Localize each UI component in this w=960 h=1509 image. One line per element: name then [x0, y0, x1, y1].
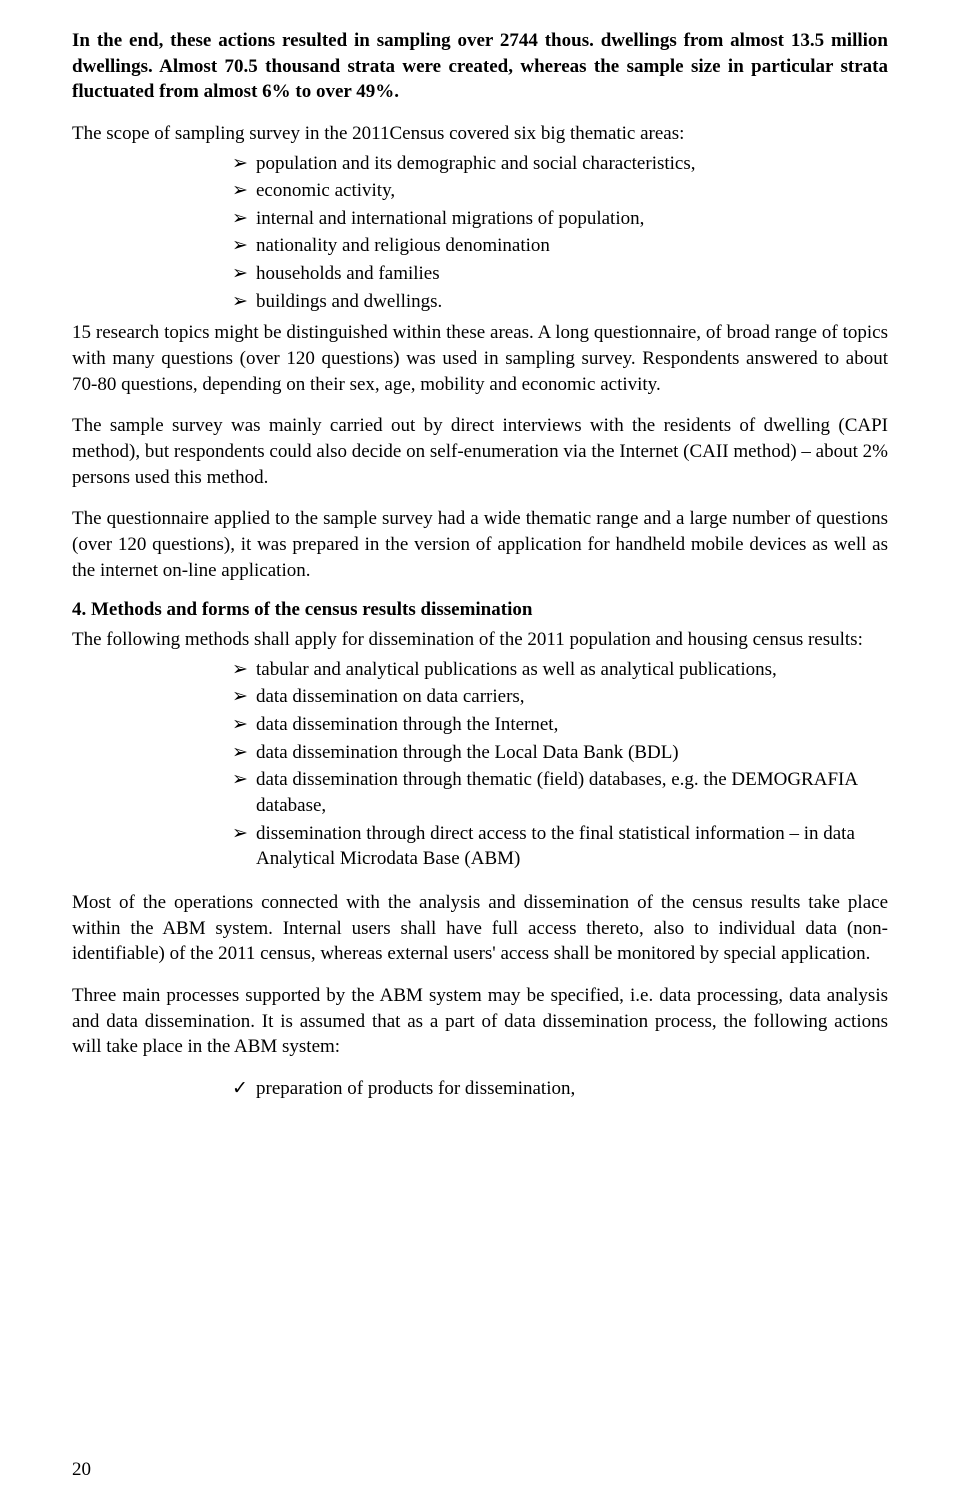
- paragraph-scope-lead: The scope of sampling survey in the 2011…: [72, 121, 888, 147]
- list-item: ➢population and its demographic and soci…: [232, 151, 888, 177]
- list-item-text: internal and international migrations of…: [256, 206, 888, 232]
- arrow-bullet-icon: ➢: [232, 712, 256, 738]
- paragraph-research-topics: 15 research topics might be distinguishe…: [72, 320, 888, 397]
- list-item-text: tabular and analytical publications as w…: [256, 657, 888, 683]
- paragraph-abm-operations: Most of the operations connected with th…: [72, 890, 888, 967]
- document-page: In the end, these actions resulted in sa…: [0, 0, 960, 1509]
- list-item-text: preparation of products for disseminatio…: [256, 1076, 888, 1102]
- arrow-bullet-icon: ➢: [232, 657, 256, 683]
- arrow-bullet-icon: ➢: [232, 684, 256, 710]
- list-item-text: data dissemination through thematic (fie…: [256, 767, 888, 818]
- arrow-bullet-icon: ➢: [232, 767, 256, 793]
- list-item-text: data dissemination through the Internet,: [256, 712, 888, 738]
- list-item: ➢dissemination through direct access to …: [232, 821, 888, 872]
- paragraph-survey-method: The sample survey was mainly carried out…: [72, 413, 888, 490]
- list-item-text: population and its demographic and socia…: [256, 151, 888, 177]
- list-item-text: data dissemination on data carriers,: [256, 684, 888, 710]
- page-number: 20: [72, 1459, 91, 1481]
- paragraph-intro: In the end, these actions resulted in sa…: [72, 28, 888, 105]
- arrow-bullet-icon: ➢: [232, 289, 256, 315]
- list-item: ➢data dissemination on data carriers,: [232, 684, 888, 710]
- list-item: ➢economic activity,: [232, 178, 888, 204]
- list-item-text: nationality and religious denomination: [256, 233, 888, 259]
- arrow-bullet-icon: ➢: [232, 261, 256, 287]
- list-item: ➢internal and international migrations o…: [232, 206, 888, 232]
- abm-actions-list: ✓preparation of products for disseminati…: [72, 1076, 888, 1102]
- arrow-bullet-icon: ➢: [232, 233, 256, 259]
- list-item: ➢data dissemination through the Internet…: [232, 712, 888, 738]
- list-item-text: buildings and dwellings.: [256, 289, 888, 315]
- list-item: ➢tabular and analytical publications as …: [232, 657, 888, 683]
- dissemination-methods-list: ➢tabular and analytical publications as …: [72, 657, 888, 872]
- arrow-bullet-icon: ➢: [232, 821, 256, 847]
- arrow-bullet-icon: ➢: [232, 151, 256, 177]
- arrow-bullet-icon: ➢: [232, 178, 256, 204]
- list-item: ✓preparation of products for disseminati…: [232, 1076, 888, 1102]
- list-item-text: dissemination through direct access to t…: [256, 821, 888, 872]
- list-item: ➢nationality and religious denomination: [232, 233, 888, 259]
- thematic-areas-list: ➢population and its demographic and soci…: [72, 151, 888, 315]
- arrow-bullet-icon: ➢: [232, 206, 256, 232]
- list-item: ➢data dissemination through the Local Da…: [232, 740, 888, 766]
- list-item-text: economic activity,: [256, 178, 888, 204]
- list-item: ➢households and families: [232, 261, 888, 287]
- paragraph-abm-processes: Three main processes supported by the AB…: [72, 983, 888, 1060]
- list-item: ➢buildings and dwellings.: [232, 289, 888, 315]
- list-item-text: data dissemination through the Local Dat…: [256, 740, 888, 766]
- paragraph-dissemination-lead: The following methods shall apply for di…: [72, 627, 888, 653]
- paragraph-questionnaire: The questionnaire applied to the sample …: [72, 506, 888, 583]
- check-bullet-icon: ✓: [232, 1076, 256, 1102]
- list-item-text: households and families: [256, 261, 888, 287]
- arrow-bullet-icon: ➢: [232, 740, 256, 766]
- section-heading: 4. Methods and forms of the census resul…: [72, 599, 888, 621]
- list-item: ➢data dissemination through thematic (fi…: [232, 767, 888, 818]
